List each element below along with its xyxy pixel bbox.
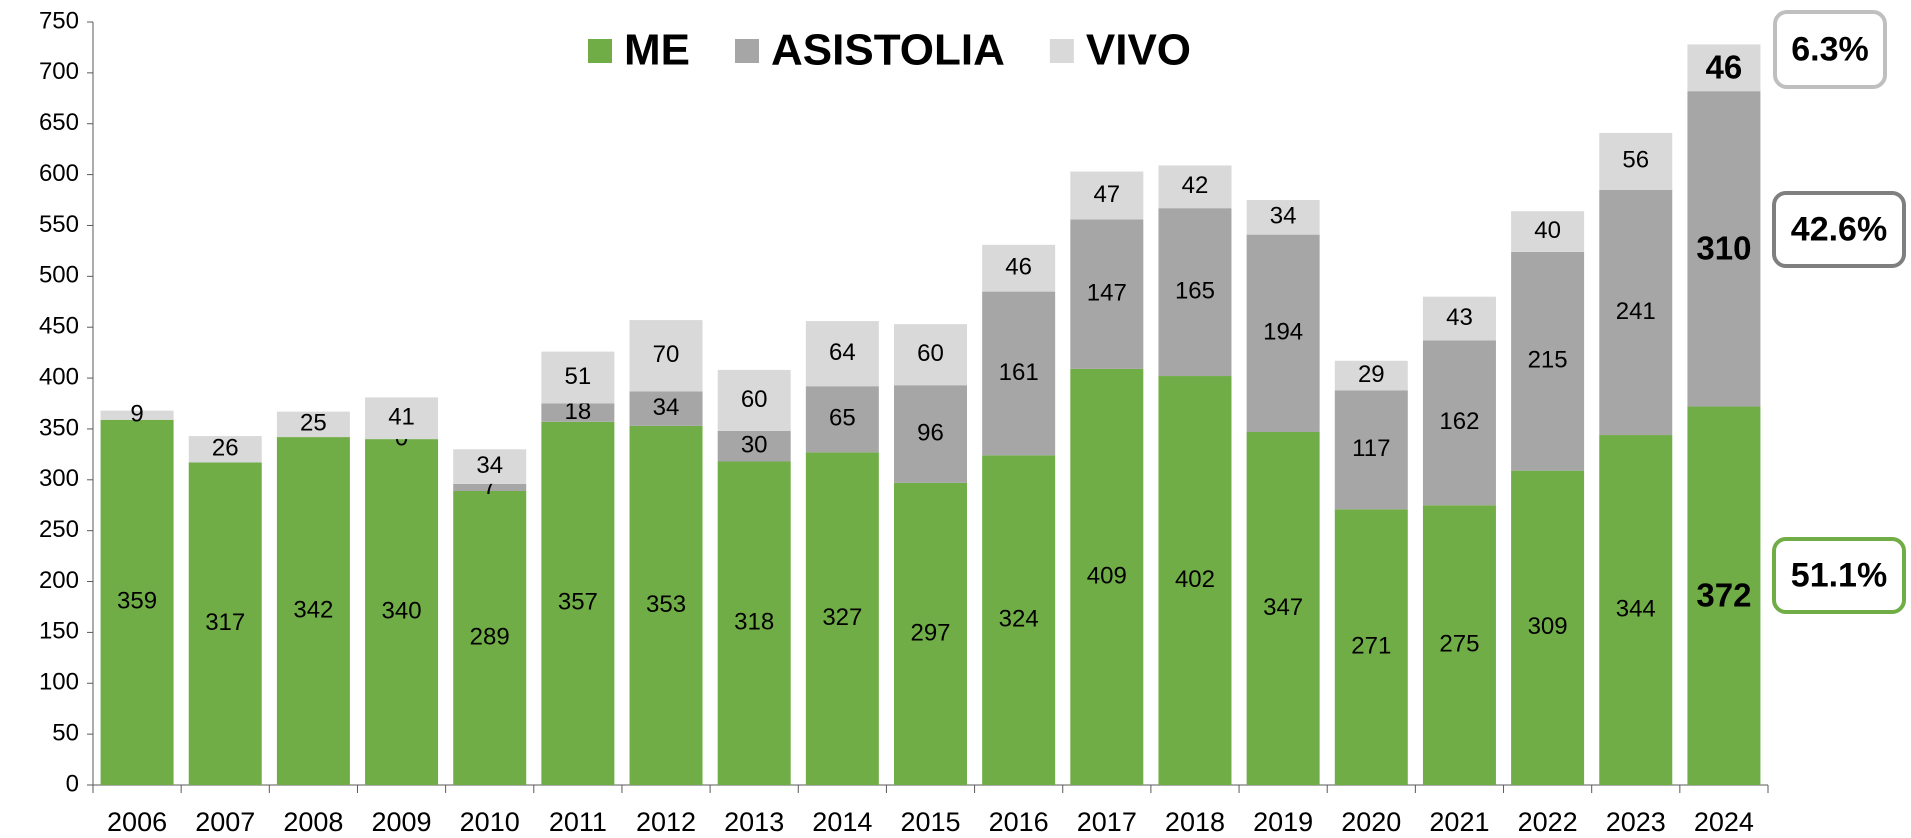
x-tick-label: 2022 (1518, 807, 1578, 837)
legend-swatch (1050, 39, 1074, 63)
data-label: 41 (388, 404, 415, 431)
data-label: 40 (1534, 217, 1561, 244)
page: 0 50 100 150 200 250 300 350 400 450 500 550 600 650 7… (0, 0, 1911, 838)
x-tick-label: 2017 (1077, 807, 1137, 837)
data-label: 26 (212, 435, 239, 462)
x-tick-label: 2007 (195, 807, 255, 837)
data-label: 342 (293, 596, 333, 623)
data-label: 51 (565, 363, 592, 390)
y-tick-label: 150 (39, 618, 79, 645)
data-label: 42 (1182, 172, 1209, 199)
y-tick-label: 700 (39, 58, 79, 85)
y-tick-label: 250 (39, 516, 79, 543)
chart: 0 50 100 150 200 250 300 350 400 450 500 550 600 650 7… (0, 0, 1911, 838)
data-label: 324 (999, 606, 1039, 633)
y-tick-label: 500 (39, 262, 79, 289)
data-label: 96 (917, 419, 944, 446)
data-label: 372 (1696, 576, 1751, 613)
data-label: 344 (1616, 595, 1656, 622)
data-label: 117 (1352, 435, 1390, 462)
x-tick-label: 2024 (1694, 807, 1754, 837)
data-label: 359 (117, 588, 157, 615)
data-label: 309 (1528, 613, 1568, 640)
data-label: 147 (1087, 279, 1127, 306)
data-label: 9 (130, 401, 143, 428)
annotation-text: 6.3% (1791, 30, 1869, 68)
data-label: 60 (917, 340, 944, 367)
legend-swatch (735, 39, 759, 63)
data-label: 46 (1005, 254, 1032, 281)
annotation-text: 42.6% (1791, 210, 1887, 248)
y-tick-label: 0 (66, 770, 79, 797)
data-label: 215 (1528, 347, 1568, 374)
data-label: 409 (1087, 562, 1127, 589)
data-label: 289 (470, 623, 510, 650)
data-label: 318 (734, 609, 774, 636)
data-label: 70 (653, 341, 680, 368)
data-label: 165 (1175, 277, 1215, 304)
x-tick-label: 2021 (1429, 807, 1489, 837)
data-label: 47 (1093, 181, 1120, 208)
y-tick-label: 750 (39, 7, 79, 34)
data-label: 402 (1175, 566, 1215, 593)
y-tick-label: 50 (52, 719, 79, 746)
x-tick-label: 2008 (283, 807, 343, 837)
x-tick-label: 2006 (107, 807, 167, 837)
x-tick-label: 2018 (1165, 807, 1225, 837)
data-label: 340 (382, 597, 422, 624)
data-label: 34 (653, 394, 680, 421)
x-tick-label: 2010 (460, 807, 520, 837)
data-label: 241 (1616, 298, 1656, 325)
data-label: 162 (1439, 408, 1479, 435)
data-label: 34 (476, 452, 503, 479)
y-tick-label: 550 (39, 211, 79, 238)
legend-swatch (588, 39, 612, 63)
data-label: 60 (741, 386, 768, 413)
data-label: 161 (999, 359, 1039, 386)
y-tick-label: 400 (39, 363, 79, 390)
data-label: 353 (646, 591, 686, 618)
y-tick-label: 450 (39, 313, 79, 340)
y-tick-label: 650 (39, 109, 79, 136)
x-tick-label: 2009 (372, 807, 432, 837)
data-label: 65 (829, 405, 856, 432)
data-label: 310 (1696, 230, 1751, 267)
x-tick-label: 2013 (724, 807, 784, 837)
data-label: 271 (1351, 632, 1391, 659)
x-tick-label: 2019 (1253, 807, 1313, 837)
y-tick-label: 100 (39, 669, 79, 696)
data-label: 25 (300, 410, 327, 437)
x-tick-label: 2016 (989, 807, 1049, 837)
annotation-text: 51.1% (1791, 556, 1887, 594)
data-label: 194 (1263, 319, 1303, 346)
y-tick-label: 600 (39, 160, 79, 187)
x-tick-label: 2023 (1606, 807, 1666, 837)
data-label: 64 (829, 339, 856, 366)
x-tick-label: 2015 (900, 807, 960, 837)
x-tick-label: 2012 (636, 807, 696, 837)
data-label: 347 (1263, 594, 1303, 621)
data-label: 43 (1446, 304, 1473, 331)
data-label: 29 (1358, 361, 1385, 388)
data-label: 34 (1270, 203, 1297, 230)
data-label: 30 (741, 432, 768, 459)
data-label: 46 (1706, 48, 1743, 85)
legend-label: ME (624, 26, 690, 75)
y-tick-label: 200 (39, 567, 79, 594)
data-label: 357 (558, 589, 598, 616)
data-label: 297 (910, 619, 950, 646)
legend-label: VIVO (1086, 26, 1191, 75)
data-label: 327 (822, 604, 862, 631)
y-tick-label: 300 (39, 465, 79, 492)
y-tick-label: 350 (39, 414, 79, 441)
legend-label: ASISTOLIA (771, 26, 1005, 75)
data-label: 275 (1439, 630, 1479, 657)
data-label: 56 (1622, 147, 1649, 174)
x-tick-label: 2014 (812, 807, 872, 837)
data-label: 317 (205, 609, 245, 636)
x-tick-label: 2011 (549, 807, 607, 837)
x-tick-label: 2020 (1341, 807, 1401, 837)
